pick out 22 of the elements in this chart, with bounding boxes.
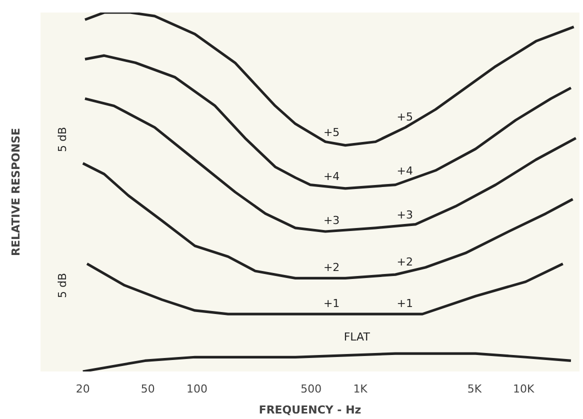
annotation: FLAT — [344, 330, 370, 344]
text: +4 — [323, 170, 340, 183]
annotation: 5 dB — [56, 126, 69, 152]
series-label: +2 — [396, 255, 413, 268]
x-tick-label: 10K — [512, 382, 535, 396]
text: +2 — [323, 261, 340, 274]
x-tick-label: 1K — [353, 382, 368, 396]
x-tick-label: 5K — [467, 382, 482, 396]
text: +3 — [323, 214, 340, 228]
series-label: +1 — [323, 297, 340, 310]
text: +1 — [396, 297, 413, 310]
x-tick-label: 500 — [300, 382, 322, 396]
text: +5 — [323, 126, 340, 139]
x-tick-label: 50 — [140, 382, 155, 396]
series-label: +3 — [396, 208, 413, 222]
x-tick-label: 100 — [186, 382, 208, 396]
series-label: +4 — [396, 164, 413, 178]
series-label: +5 — [396, 110, 413, 124]
x-tick-label: 20 — [76, 382, 90, 396]
annotation: 5 dB — [56, 272, 69, 298]
y-axis-title: RELATIVE RESPONSE — [10, 128, 22, 256]
x-axis-title: FREQUENCY - Hz — [258, 404, 362, 416]
